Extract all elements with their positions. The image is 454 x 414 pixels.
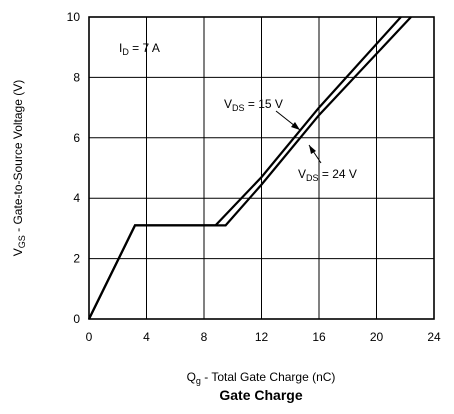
- series-pointer-head-vds-24: [309, 145, 316, 154]
- series-pointer-head-vds-15: [291, 122, 300, 130]
- id-annotation: ID = 7 A: [119, 41, 160, 57]
- x-tick-label-4: 16: [312, 330, 326, 344]
- grid-lines: [89, 17, 434, 319]
- y-axis-label: VGS - Gate-to-Source Voltage (V): [11, 80, 27, 256]
- x-tick-label-6: 24: [427, 330, 441, 344]
- y-tick-label-2: 4: [73, 191, 80, 205]
- series-label-vds-15: VDS = 15 V: [224, 97, 283, 113]
- x-tick-label-3: 12: [255, 330, 269, 344]
- y-tick-label-5: 10: [67, 10, 81, 24]
- x-tick-label-1: 4: [143, 330, 150, 344]
- x-tick-label-5: 20: [370, 330, 384, 344]
- series-layer: [88, 16, 412, 320]
- x-tick-label-0: 0: [86, 330, 93, 344]
- chart-title: Gate Charge: [219, 387, 302, 403]
- x-axis-label: Qg - Total Gate Charge (nC): [187, 370, 336, 386]
- series-line-vds-24: [88, 16, 412, 320]
- y-tick-label-3: 6: [73, 131, 80, 145]
- y-tick-label-4: 8: [73, 70, 80, 84]
- plot-frame: [88, 16, 435, 320]
- series-label-vds-24: VDS = 24 V: [298, 167, 357, 183]
- y-tick-label-1: 2: [73, 252, 80, 266]
- x-tick-label-2: 8: [201, 330, 208, 344]
- y-tick-label-0: 0: [73, 312, 80, 326]
